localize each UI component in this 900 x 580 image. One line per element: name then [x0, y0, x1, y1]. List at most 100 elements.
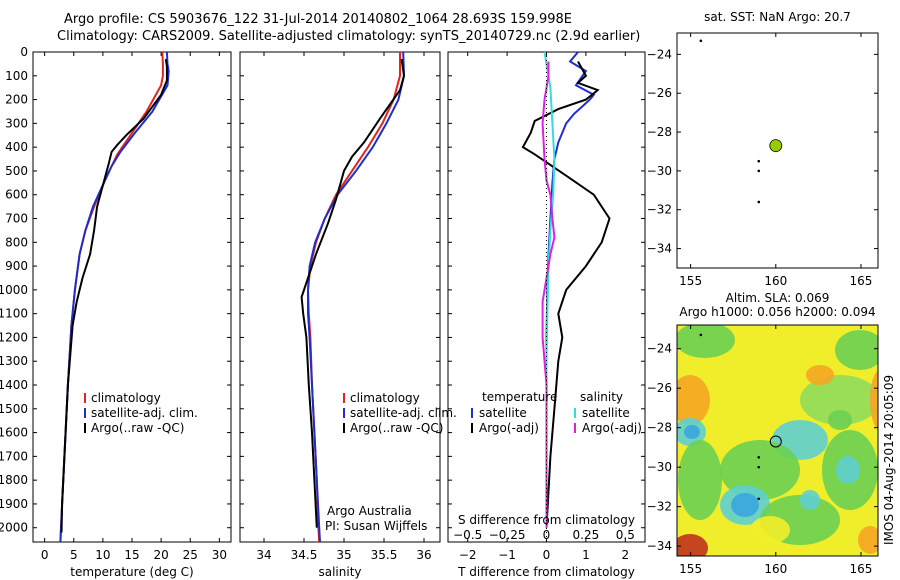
x-tick-label: 36	[416, 548, 431, 562]
y-tick-label: −32	[647, 203, 672, 217]
y-tick-label: 300	[5, 116, 28, 130]
heatmap	[677, 325, 878, 556]
x-tick-label: 35	[336, 548, 351, 562]
x-tick-label: 165	[850, 274, 873, 288]
map-title: Altim. SLA: 0.069	[726, 291, 830, 305]
x-tick-label: 155	[679, 274, 702, 288]
y-tick-label: −30	[647, 164, 672, 178]
y-tick-label: 1100	[0, 307, 28, 321]
y-tick-label: −24	[647, 47, 672, 61]
x-tick-label: 25	[183, 548, 198, 562]
x-tick-label: −2	[459, 548, 477, 562]
y-tick-label: −34	[647, 539, 672, 553]
x-axis-label: salinity	[318, 565, 361, 579]
x-tick-label-s: 0	[543, 528, 551, 542]
x-tick-label: 160	[764, 562, 787, 576]
series-line-argo---raw--qc-	[300, 58, 406, 528]
heatmap-patch	[678, 440, 722, 520]
x-tick-label-s: 0.25	[573, 528, 600, 542]
series-line-satellite	[545, 51, 596, 528]
float-position	[757, 200, 761, 204]
x-tick-label: 165	[850, 562, 873, 576]
y-tick-label: 900	[5, 259, 28, 273]
legend-label: climatology	[350, 391, 420, 405]
heatmap-patch	[684, 425, 700, 439]
float-position	[699, 333, 703, 337]
legend-title: salinity	[580, 390, 623, 404]
y-tick-label: 1000	[0, 283, 28, 297]
profile-panel-1: 0100200300400500600700800900100011001200…	[0, 45, 232, 579]
y-tick-label: −28	[647, 125, 672, 139]
series-line-climatology	[59, 51, 164, 543]
x-tick-label: 10	[95, 548, 110, 562]
legend-label: Argo(..raw -QC)	[350, 421, 443, 435]
x-tick-label: 0	[543, 548, 551, 562]
heatmap-patch	[828, 410, 852, 430]
x-axis-label-top: S difference from climatology	[458, 513, 635, 527]
series-line-argo--adj-	[541, 61, 556, 528]
plot-frame	[32, 51, 232, 543]
heatmap-patch	[800, 490, 820, 510]
series-line-satellite-adj--clim-	[59, 51, 170, 543]
imos-stamp: IMOS 04-Aug-2014 20:05:09	[882, 375, 896, 545]
y-tick-label: 1800	[0, 473, 28, 487]
y-tick-label: 200	[5, 93, 28, 107]
y-tick-label: −28	[647, 421, 672, 435]
heatmap-patch	[677, 534, 708, 556]
argo-sst-marker	[769, 139, 783, 153]
x-tick-label: 34.5	[291, 548, 318, 562]
annotation: PI: Susan Wijffels	[325, 519, 427, 533]
y-tick-label: −32	[647, 500, 672, 514]
x-tick-label: 30	[212, 548, 227, 562]
legend-label: satellite-adj. clim.	[350, 406, 457, 420]
sst-map: 155 160 165 −24 −26 −28 −30 −32 −34 sat. SST: NaN…	[647, 10, 879, 288]
y-tick-label: −30	[647, 460, 672, 474]
legend-label: Argo(..raw -QC)	[91, 421, 184, 435]
x-tick-label: 0	[41, 548, 49, 562]
x-tick-label-s: −0.5	[453, 528, 482, 542]
heatmap-patch	[806, 365, 834, 385]
y-tick-label: 1600	[0, 426, 28, 440]
legend-label: satellite	[479, 406, 527, 420]
series-line-satellite	[543, 51, 556, 528]
y-tick-label: 2000	[0, 521, 28, 535]
x-tick-label: −1	[498, 548, 516, 562]
legend-label: climatology	[91, 391, 161, 405]
chart-title-line1: Argo profile: CS 5903676_122 31-Jul-2014…	[64, 12, 573, 27]
map-title: sat. SST: NaN Argo: 20.7	[704, 10, 851, 24]
float-position	[757, 159, 761, 163]
float-position	[699, 39, 703, 43]
legend-label: satellite	[582, 406, 630, 420]
y-tick-label: 1900	[0, 497, 28, 511]
heatmap-patch	[731, 493, 759, 517]
y-tick-label: −26	[647, 86, 672, 100]
y-tick-label: 0	[20, 45, 28, 59]
legend-title: temperature	[482, 390, 557, 404]
profile-panel-2: 34 34.5 35 35.5 36 salinity climatologysatelli…	[239, 51, 457, 579]
heatmap-patch	[835, 330, 878, 370]
x-tick-label: 5	[70, 548, 78, 562]
y-tick-label: 1700	[0, 449, 28, 463]
x-tick-label: 35.5	[371, 548, 398, 562]
heatmap-patch	[870, 370, 878, 430]
map-title: Argo h1000: 0.056 h2000: 0.094	[679, 305, 875, 319]
x-tick-label-s: −0.25	[489, 528, 526, 542]
heatmap-patch	[750, 516, 790, 544]
heatmap-patch	[858, 526, 878, 554]
y-tick-label: −34	[647, 242, 672, 256]
x-tick-label: 2	[621, 548, 629, 562]
y-tick-label: 1500	[0, 402, 28, 416]
x-axis-label: T difference from climatology	[457, 565, 635, 579]
map-frame	[676, 324, 879, 557]
profile-panel-3: −2 −1 0 1 2 T difference from climatology temp…	[447, 51, 646, 579]
map-frame	[676, 32, 879, 269]
y-tick-label: 1300	[0, 354, 28, 368]
heatmap-patch	[836, 456, 860, 484]
float-position	[757, 169, 761, 173]
x-tick-label-s: 0.5	[616, 528, 635, 542]
legend-label: Argo(-adj)	[479, 421, 539, 435]
heatmap-patch	[720, 440, 800, 500]
y-tick-label: −24	[647, 342, 672, 356]
sla-map: 155 160 165 −24 −26 −28 −30 −32 −34 Altim. SLA: 0…	[647, 291, 879, 576]
